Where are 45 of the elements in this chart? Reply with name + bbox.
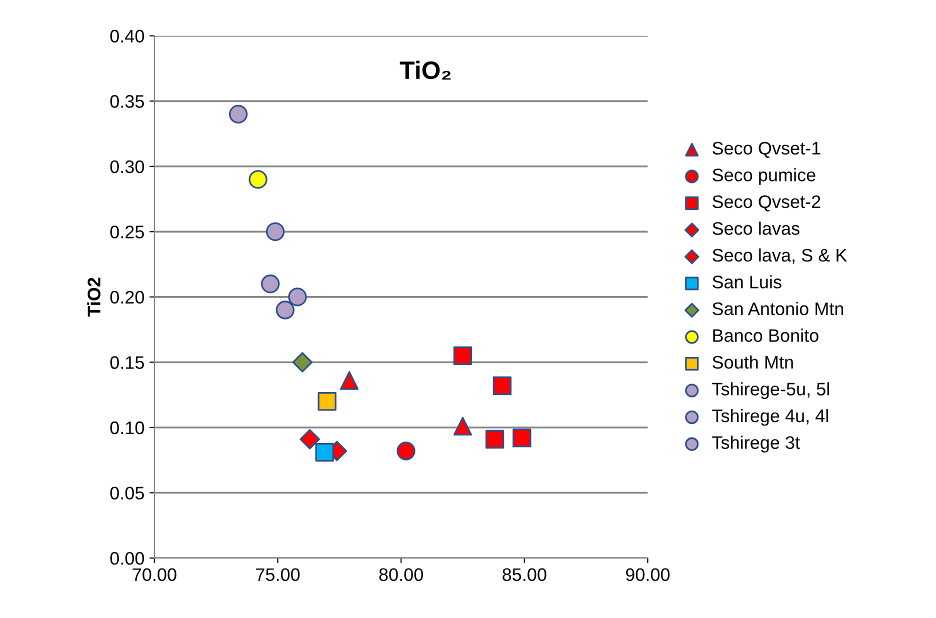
legend-label: Tshirege-5u, 5l	[712, 382, 829, 400]
y-axis-title: TiO2	[87, 278, 100, 317]
y-tick-label: 0.10	[110, 421, 144, 434]
point	[492, 376, 512, 396]
legend-label: South Mtn	[712, 355, 793, 369]
point	[340, 371, 359, 390]
x-tick-label: 70.00	[132, 568, 176, 582]
legend-label: Seco Qvset-1	[712, 142, 820, 158]
point	[318, 392, 336, 411]
point	[292, 352, 313, 372]
point	[276, 300, 294, 320]
legend-label: San Antonio Mtn	[712, 302, 844, 316]
point	[485, 430, 504, 449]
y-tick-label: 0.20	[110, 290, 144, 304]
y-tick-label: 0.30	[110, 160, 144, 174]
annotation: TiO₂	[400, 60, 451, 80]
point	[228, 104, 248, 124]
point	[261, 274, 280, 294]
legend-label: Tshirege 3t	[712, 436, 800, 453]
legend-label: Banco Bonito	[713, 328, 818, 342]
y-tick-label: 0.25	[110, 226, 144, 238]
legend-label: Seco lava, S & K	[712, 248, 848, 264]
x-tick-label: 85.00	[502, 568, 546, 582]
y-tick-label: 0.40	[110, 30, 144, 43]
point	[512, 428, 532, 448]
point	[396, 442, 416, 460]
x-tick-label: 75.00	[256, 568, 300, 582]
y-tick-label: 0.15	[110, 356, 144, 369]
point	[300, 429, 320, 450]
y-tick-label: 0.35	[110, 95, 144, 108]
point	[453, 416, 472, 436]
point	[266, 222, 285, 242]
x-tick-label: 90.00	[626, 568, 670, 582]
point	[315, 442, 334, 462]
x-tick-label: 80.00	[379, 568, 423, 582]
legend-label: Seco Qvset-2	[712, 195, 820, 212]
legend-label: Seco pumice	[712, 168, 816, 185]
legend-label: San Luis	[712, 275, 782, 288]
legend-label: Seco lavas	[712, 222, 800, 235]
y-tick-label: 0.00	[110, 552, 144, 565]
legend-label: Tshirege 4u, 4l	[712, 408, 828, 426]
point	[453, 346, 472, 366]
point	[288, 288, 307, 306]
point	[248, 170, 268, 189]
y-tick-label: 0.05	[110, 486, 144, 500]
